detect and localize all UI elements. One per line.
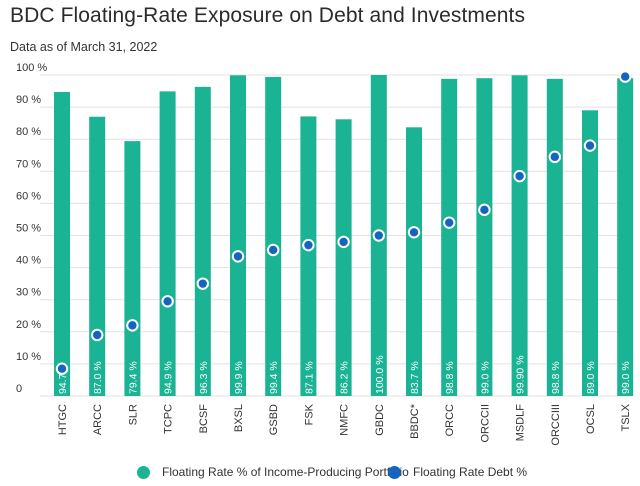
x-tick-label: MSDLF [515, 404, 527, 442]
bar [54, 92, 70, 396]
scatter-point [407, 226, 421, 239]
scatter-point [91, 328, 104, 342]
bar [300, 116, 317, 396]
bar [159, 91, 176, 396]
x-tick-label: TCPC [163, 404, 175, 434]
y-tick-label: 0 [16, 383, 22, 395]
bar [582, 110, 598, 396]
x-tick-label: BBDC* [409, 403, 421, 439]
bar-data-label: 98.8 % [550, 361, 562, 394]
x-tick-label: ARCC [92, 404, 104, 435]
legend-label-floating-rate-portfolio: Floating Rate % of Income-Producing Port… [162, 465, 409, 479]
y-tick-label: 100 % [16, 62, 47, 74]
scatter-point [619, 70, 632, 83]
scatter-point [302, 238, 315, 252]
bar [335, 119, 352, 396]
y-tick-label: 90 % [16, 94, 41, 106]
scatter-point [126, 319, 139, 332]
x-tick-label: TSLX [620, 403, 632, 431]
scatter-point [161, 295, 174, 308]
scatter-point [443, 216, 456, 229]
y-tick-label: 20 % [16, 319, 41, 331]
legend-label-floating-rate-debt: Floating Rate Debt % [413, 465, 528, 479]
bar-data-label: 96.3 % [198, 361, 210, 394]
x-tick-label: OCSL [585, 404, 597, 434]
scatter-point [55, 362, 69, 375]
bar [511, 75, 528, 397]
bar-data-label: 99.90 % [515, 355, 527, 394]
legend-swatch-blue [388, 465, 401, 479]
bar-data-label: 100.0 % [374, 355, 386, 394]
bar-data-label: 79.4 % [127, 361, 139, 394]
legend-item-floating-rate-debt[interactable]: Floating Rate Debt % [388, 465, 527, 479]
scatter-point [548, 150, 561, 164]
y-tick-label: 40 % [16, 255, 41, 267]
scatter-point [513, 169, 526, 183]
x-tick-label: GBDC [374, 404, 386, 436]
bar [617, 78, 634, 397]
legend-item-floating-rate-portfolio[interactable]: Floating Rate % of Income-Producing Port… [137, 465, 409, 479]
x-tick-label: BCSF [198, 404, 210, 434]
bar-data-label: 98.8 % [444, 361, 456, 394]
scatter-point [196, 277, 210, 290]
bar-data-label: 99.0 % [620, 361, 632, 394]
bar [89, 116, 106, 396]
chart-subtitle: Data as of March 31, 2022 [10, 40, 158, 54]
y-tick-label: 80 % [16, 126, 41, 138]
x-tick-label: GSBD [268, 404, 280, 435]
bar-data-label: 99.9 % [233, 361, 245, 394]
bar [230, 75, 246, 397]
bar [476, 78, 493, 397]
bar-data-label: 94.9 % [163, 361, 175, 394]
y-tick-label: 50 % [16, 223, 41, 235]
scatter-point [372, 229, 385, 242]
bar-data-label: 89.0 % [585, 361, 597, 394]
bar-data-label: 83.7 % [409, 361, 421, 394]
y-tick-label: 60 % [16, 190, 41, 202]
bar [124, 141, 141, 396]
y-tick-label: 10 % [16, 351, 41, 363]
scatter-point [267, 243, 280, 257]
bar-data-label: 94.7 [57, 373, 69, 394]
bar [441, 78, 458, 397]
x-tick-label: ORCCIII [550, 404, 562, 446]
scatter-point [337, 235, 350, 249]
bar-data-label: 87.1 % [303, 361, 315, 394]
bar [265, 76, 282, 397]
y-tick-label: 70 % [16, 158, 41, 170]
bar-data-label: 99.0 % [479, 361, 491, 394]
scatter-point [583, 139, 597, 152]
legend-swatch-teal [137, 465, 150, 479]
x-tick-label: SLR [127, 404, 139, 425]
x-tick-label: HTGC [57, 404, 69, 435]
x-tick-label: ORCCII [479, 404, 491, 443]
x-tick-label: ORCC [444, 404, 456, 436]
y-tick-label: 30 % [16, 287, 41, 299]
scatter-point [478, 203, 491, 217]
chart-title: BDC Floating-Rate Exposure on Debt and I… [10, 4, 526, 27]
bar-data-label: 99.4 % [268, 361, 280, 394]
x-tick-label: NMFC [339, 404, 351, 436]
x-tick-label: BXSL [233, 404, 245, 432]
x-tick-label: FSK [303, 403, 315, 425]
scatter-point [231, 250, 245, 263]
bar [406, 127, 422, 396]
chart-svg: 0 10 % 20 % 30 % 40 % 50 % 60 % 70 % 80 % 90 % 100… [16, 62, 634, 446]
bar-data-label: 87.0 % [92, 361, 104, 394]
bar-data-label: 86.2 % [339, 361, 351, 394]
bar [194, 86, 211, 396]
bar [546, 78, 563, 397]
